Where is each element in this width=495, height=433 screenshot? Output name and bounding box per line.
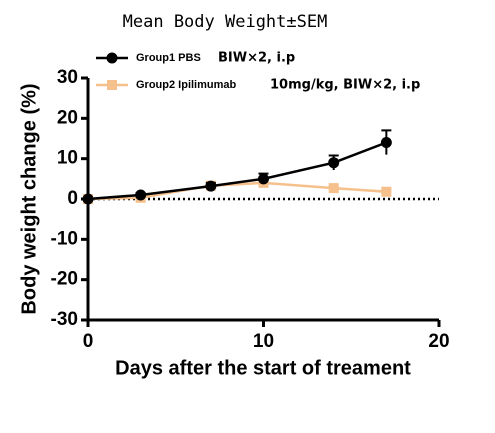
series-line <box>87 141 387 201</box>
legend-annotation: BIW×2, i.p <box>218 51 295 66</box>
data-point <box>82 193 94 205</box>
y-tick-label: 10 <box>57 148 78 169</box>
legend-label: Group2 Ipilimumab <box>136 79 237 91</box>
series-line <box>87 181 387 201</box>
data-point <box>328 183 339 194</box>
x-tick-label: 20 <box>428 331 449 352</box>
legend-label: Group1 PBS <box>136 52 201 64</box>
data-point <box>380 137 392 149</box>
data-point <box>381 186 392 197</box>
x-axis-label: Days after the start of treament <box>115 357 411 379</box>
chart-title: Mean Body Weight±SEM <box>123 12 328 32</box>
legend-annotation: 10mg/kg, BIW×2, i.p <box>270 78 420 93</box>
y-tick-label: 20 <box>57 107 78 128</box>
y-tick-label: -20 <box>51 269 78 290</box>
y-tick-label: 30 <box>57 67 78 88</box>
legend-marker <box>106 52 118 64</box>
legend-marker <box>107 80 117 90</box>
y-tick-label: -10 <box>51 228 78 249</box>
x-tick-label: 10 <box>253 331 274 352</box>
y-axis-label: Body weight change (%) <box>18 83 40 314</box>
x-tick-label: 0 <box>83 331 94 352</box>
y-tick-label: 0 <box>67 188 78 209</box>
data-point <box>135 189 147 201</box>
data-point <box>205 180 217 192</box>
data-point <box>328 157 340 169</box>
y-tick-label: -30 <box>51 309 78 330</box>
data-point <box>258 173 269 185</box>
